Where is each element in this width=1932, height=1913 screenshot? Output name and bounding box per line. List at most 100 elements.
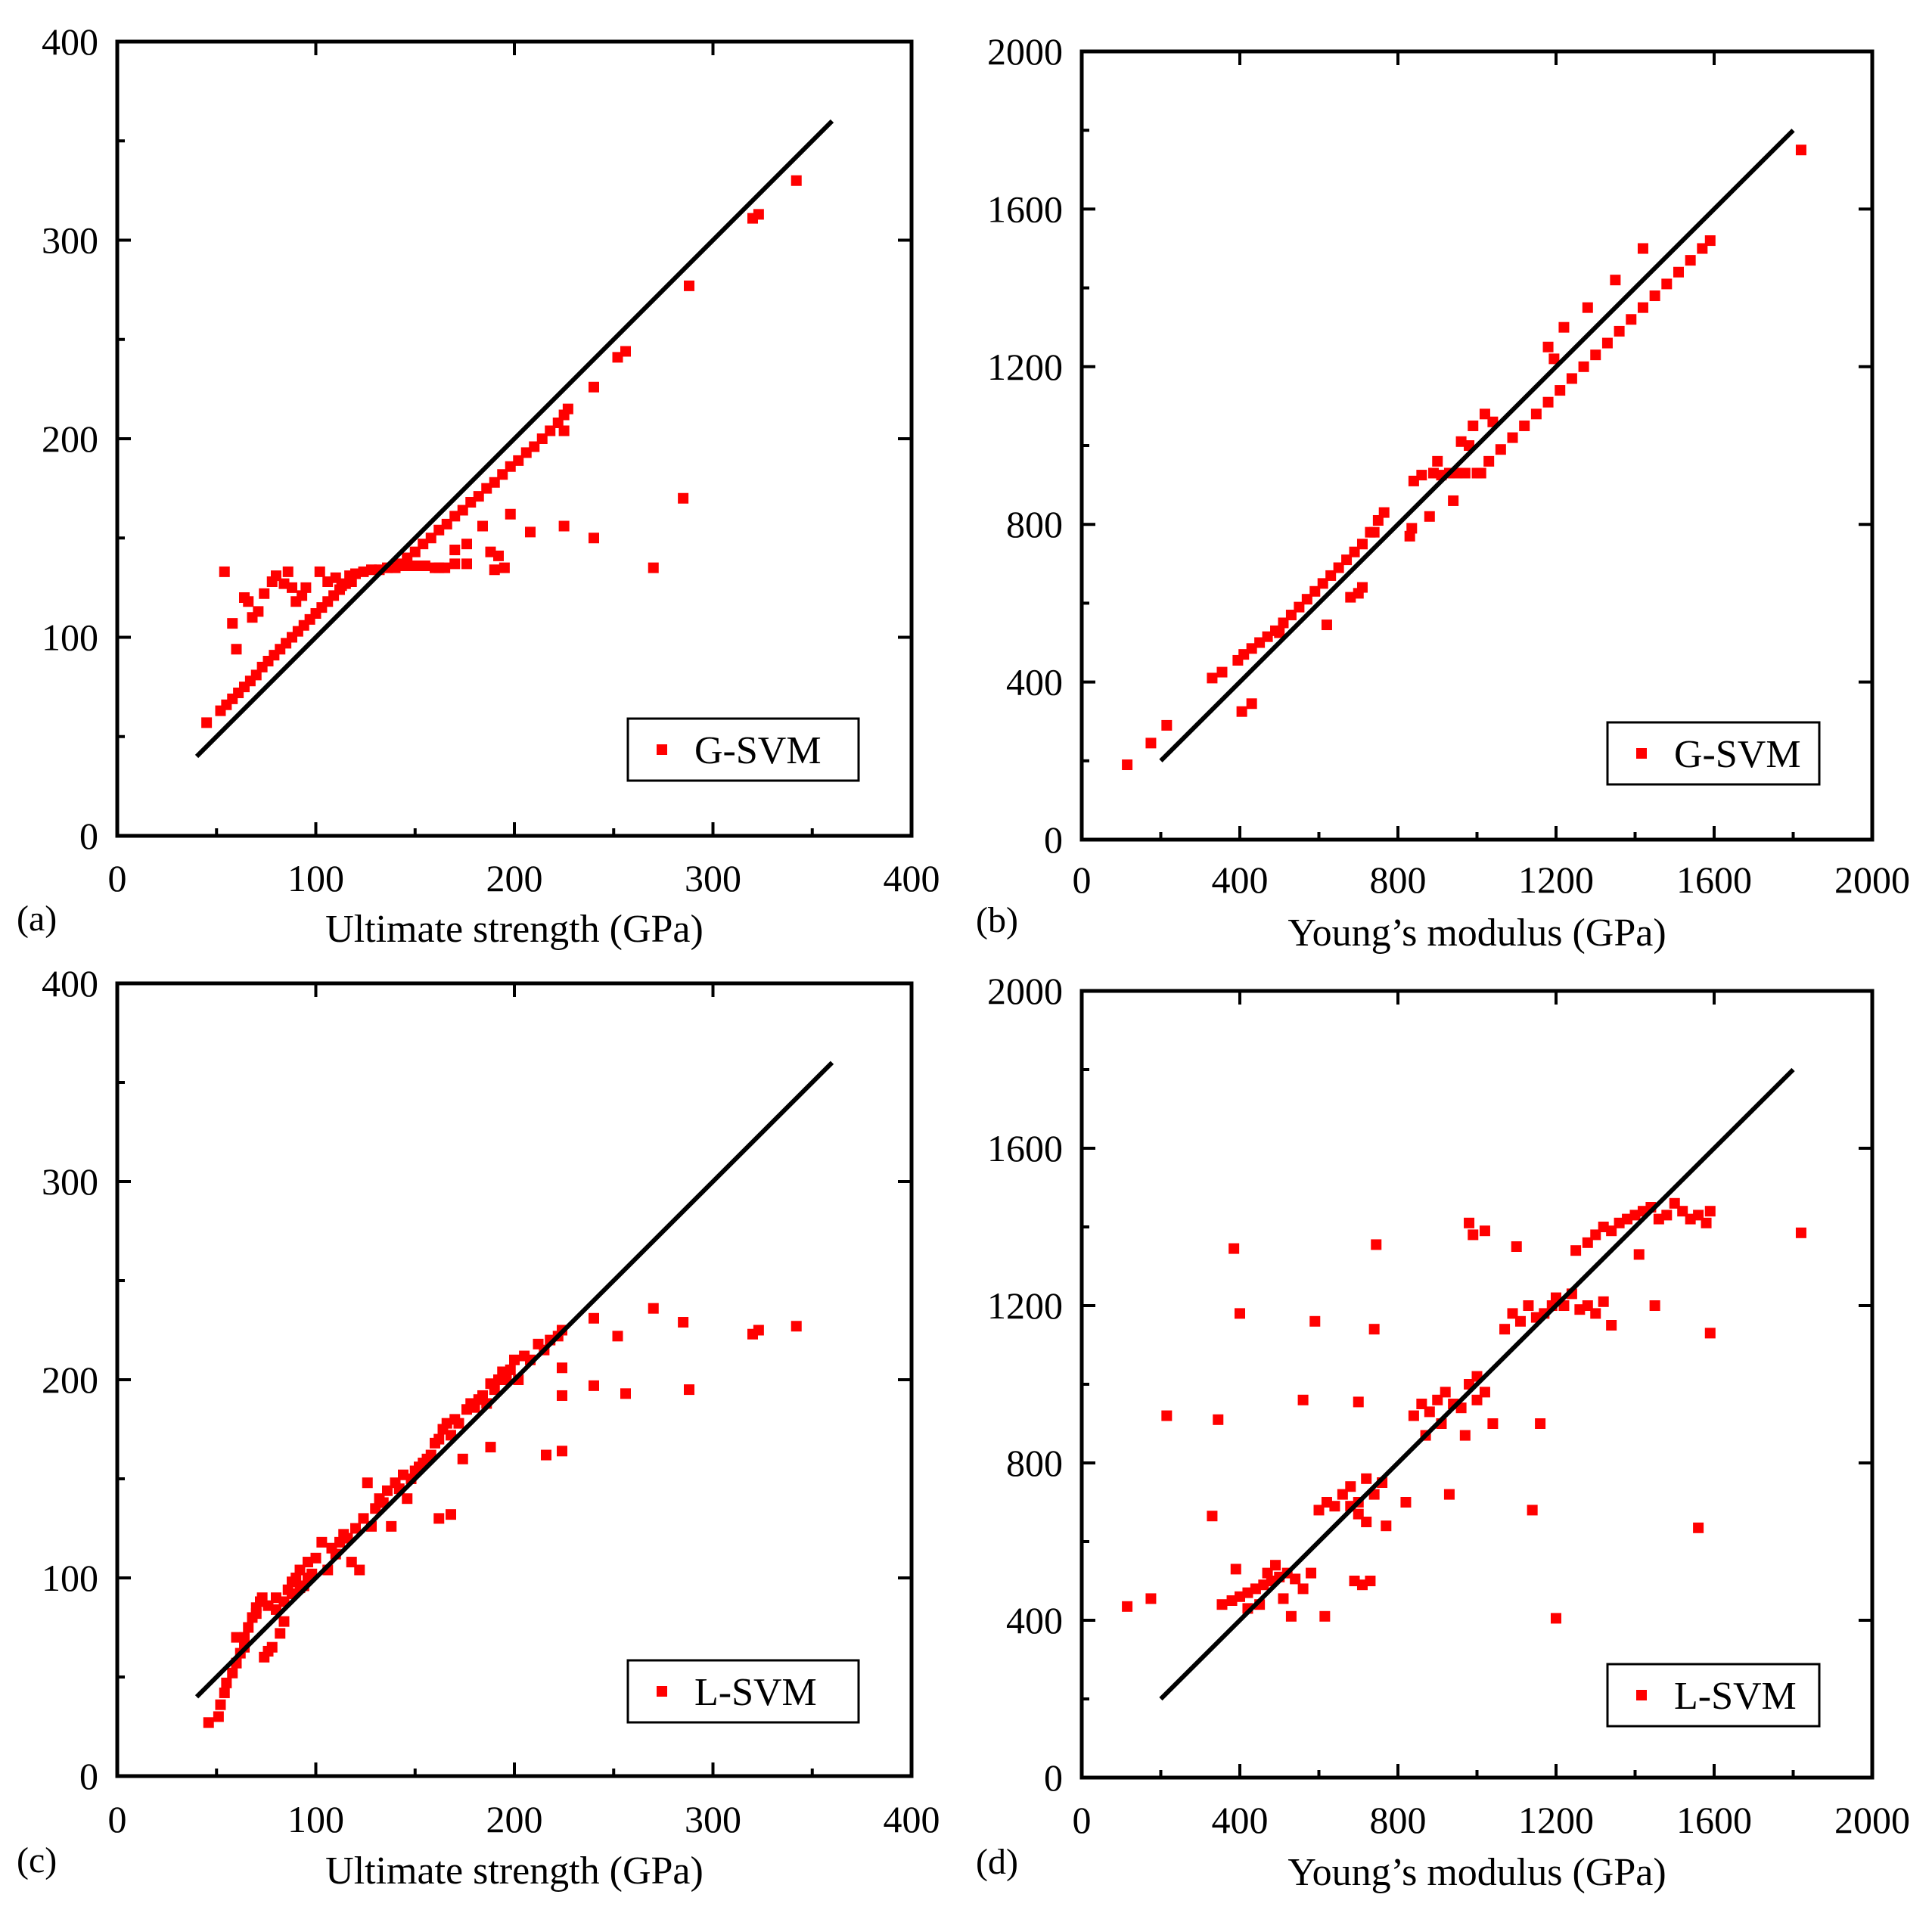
x-tick-label: 100 bbox=[287, 857, 344, 899]
data-point bbox=[446, 1509, 456, 1520]
data-point bbox=[1216, 666, 1228, 678]
data-point bbox=[1122, 1601, 1133, 1612]
data-point bbox=[499, 562, 510, 573]
data-point bbox=[648, 1303, 659, 1314]
y-tick-label: 1200 bbox=[987, 346, 1063, 388]
data-point bbox=[282, 566, 294, 577]
panel-label: (d) bbox=[976, 1842, 1018, 1882]
data-point bbox=[1365, 1576, 1376, 1586]
series-L-SVM bbox=[1122, 1197, 1806, 1624]
x-tick-label: 0 bbox=[108, 857, 127, 899]
data-point bbox=[589, 533, 599, 544]
series-G-SVM bbox=[201, 175, 802, 728]
data-point bbox=[1443, 1489, 1455, 1500]
data-point bbox=[1371, 1239, 1382, 1250]
x-axis-label: Young’s modulus (GPa) bbox=[1287, 1851, 1666, 1894]
y-tick-label: 800 bbox=[1006, 503, 1063, 545]
data-point bbox=[1649, 290, 1660, 302]
data-point bbox=[1306, 1567, 1317, 1579]
chart-panel-1: 0 100 200 300 400 0 100 200 300 400 Ultimate stren… bbox=[17, 20, 940, 951]
data-point bbox=[505, 1364, 516, 1375]
data-point bbox=[684, 1384, 694, 1396]
data-point bbox=[243, 596, 254, 607]
data-point bbox=[1278, 1593, 1289, 1604]
chart-panel-2: 0 400 800 1200 1600 2000 0 400 800 1200 1600 2000 Yo… bbox=[976, 30, 1910, 955]
y-tick-label: 0 bbox=[79, 815, 98, 857]
data-point bbox=[354, 1564, 365, 1576]
data-point bbox=[1297, 1583, 1309, 1595]
data-point bbox=[1598, 1296, 1609, 1307]
data-point bbox=[314, 566, 325, 577]
data-point bbox=[231, 644, 242, 655]
data-point bbox=[505, 508, 516, 520]
x-tick-label: 2000 bbox=[1834, 1799, 1910, 1841]
x-tick-label: 400 bbox=[884, 1798, 940, 1840]
data-point bbox=[1216, 1599, 1228, 1610]
chart-panel-4: 0 400 800 1200 1600 2000 0 400 800 1200 1600 2000 Yo… bbox=[976, 970, 1910, 1894]
data-point bbox=[1499, 1324, 1511, 1335]
series-G-SVM bbox=[1122, 144, 1806, 771]
data-point bbox=[558, 425, 570, 436]
data-point bbox=[1230, 1564, 1241, 1575]
y-tick-label: 200 bbox=[42, 418, 98, 460]
data-point bbox=[1590, 349, 1601, 361]
data-point bbox=[213, 1711, 224, 1722]
data-point bbox=[1527, 1505, 1538, 1516]
y-tick-label: 2000 bbox=[987, 970, 1063, 1012]
data-point bbox=[589, 381, 599, 393]
legend-label: L-SVM bbox=[694, 1671, 817, 1714]
panel-label: (a) bbox=[17, 899, 57, 939]
data-point bbox=[1424, 511, 1435, 522]
data-point bbox=[557, 1362, 567, 1374]
data-point bbox=[1381, 1520, 1392, 1532]
data-point bbox=[1637, 243, 1648, 254]
data-point bbox=[1309, 1315, 1321, 1327]
data-point bbox=[753, 1325, 764, 1336]
data-point bbox=[316, 1536, 328, 1548]
data-point bbox=[1475, 467, 1486, 479]
data-point bbox=[1548, 353, 1560, 365]
legend: L-SVM bbox=[626, 1659, 860, 1724]
data-point bbox=[1145, 1593, 1157, 1604]
data-point bbox=[1649, 1300, 1660, 1311]
data-point bbox=[1290, 1573, 1301, 1585]
data-point bbox=[557, 1446, 567, 1457]
data-point bbox=[350, 1523, 361, 1534]
data-point bbox=[678, 1317, 689, 1328]
data-point bbox=[1693, 1522, 1704, 1533]
legend-label: G-SVM bbox=[694, 729, 822, 772]
x-axis-label: Ultimate strength (GPa) bbox=[325, 908, 704, 951]
data-point bbox=[620, 346, 631, 357]
y-tick-label: 1600 bbox=[987, 1127, 1063, 1169]
data-point bbox=[1329, 1501, 1340, 1512]
data-point bbox=[1464, 1217, 1475, 1228]
data-point bbox=[1459, 1430, 1471, 1441]
x-tick-label: 200 bbox=[486, 1798, 543, 1840]
data-point bbox=[362, 1477, 373, 1489]
x-tick-label: 200 bbox=[486, 857, 543, 899]
data-point bbox=[753, 209, 764, 220]
data-point bbox=[1601, 337, 1613, 349]
y-tick-label: 300 bbox=[42, 219, 98, 262]
data-point bbox=[1122, 759, 1133, 771]
data-point bbox=[1558, 321, 1570, 333]
chart-panel-3: 0 100 200 300 400 0 100 200 300 400 Ultimate stren… bbox=[17, 962, 940, 1893]
y-tick-label: 400 bbox=[42, 962, 98, 1005]
data-point bbox=[678, 492, 689, 504]
data-point bbox=[1626, 314, 1637, 325]
y-tick-label: 400 bbox=[1006, 1599, 1063, 1641]
y-tick-label: 1600 bbox=[987, 188, 1063, 230]
data-point bbox=[266, 1641, 278, 1653]
data-point bbox=[1570, 1245, 1582, 1256]
data-point bbox=[1321, 620, 1332, 631]
data-point bbox=[1566, 373, 1577, 384]
data-point bbox=[558, 520, 570, 532]
data-point bbox=[1535, 1418, 1546, 1429]
x-tick-label: 400 bbox=[884, 857, 940, 899]
x-tick-label: 1200 bbox=[1518, 1799, 1594, 1841]
data-point bbox=[612, 1331, 623, 1342]
data-point bbox=[1319, 1610, 1331, 1622]
data-point bbox=[253, 606, 264, 617]
data-point bbox=[1235, 1308, 1245, 1319]
